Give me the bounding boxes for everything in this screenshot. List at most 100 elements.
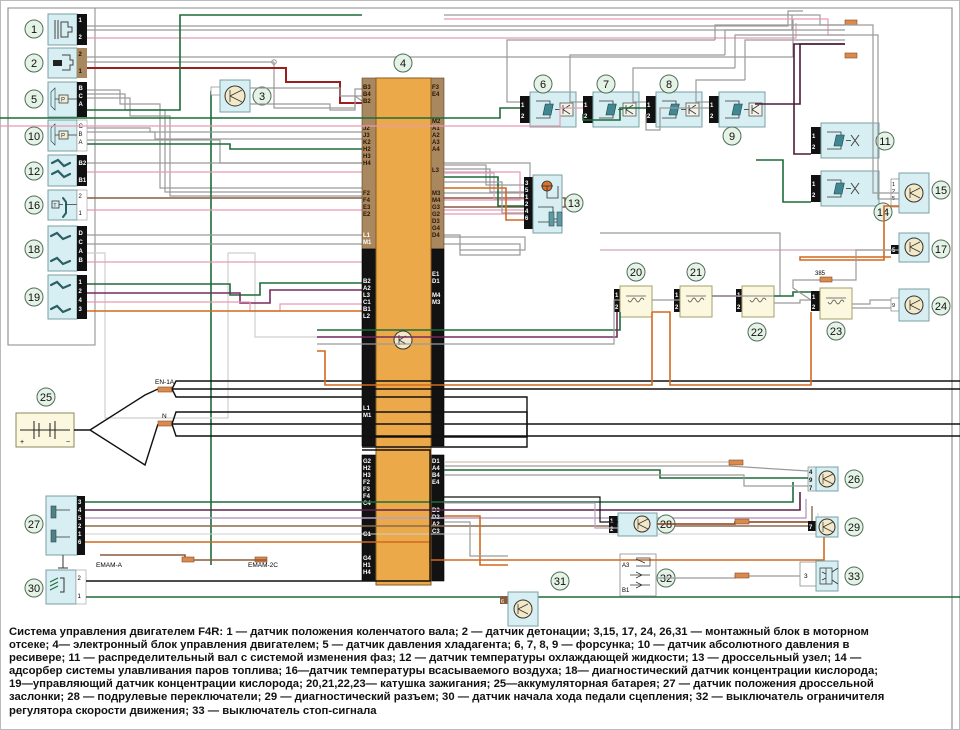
svg-text:EN-1A: EN-1A [155, 379, 175, 386]
svg-text:385: 385 [815, 271, 826, 277]
svg-text:L1: L1 [363, 233, 371, 239]
svg-text:EMAM-2C: EMAM-2C [248, 562, 278, 569]
svg-text:23: 23 [830, 326, 842, 338]
svg-text:F3: F3 [432, 85, 440, 91]
svg-text:12: 12 [28, 166, 40, 178]
svg-text:G1: G1 [363, 532, 372, 538]
svg-text:L3: L3 [432, 168, 440, 174]
svg-text:A: A [79, 249, 84, 255]
svg-text:M3: M3 [432, 191, 441, 197]
svg-text:F4: F4 [363, 198, 371, 204]
svg-text:B1: B1 [622, 588, 630, 594]
svg-text:H4: H4 [363, 570, 371, 576]
svg-text:P: P [61, 134, 65, 140]
svg-text:L2: L2 [363, 314, 371, 320]
svg-text:B2: B2 [79, 161, 87, 167]
svg-text:D1: D1 [432, 279, 440, 285]
svg-text:B2: B2 [363, 99, 371, 105]
svg-text:D3: D3 [432, 219, 440, 225]
svg-text:B4: B4 [363, 92, 371, 98]
svg-text:M1: M1 [363, 240, 372, 246]
svg-text:8: 8 [666, 79, 672, 91]
svg-text:4: 4 [400, 58, 406, 70]
svg-text:A: A [79, 140, 83, 146]
svg-text:ESA-1: ESA-1 [730, 566, 748, 572]
svg-text:28: 28 [660, 519, 672, 531]
svg-text:14: 14 [877, 207, 889, 219]
svg-text:N: N [162, 413, 167, 420]
svg-text:31: 31 [554, 576, 566, 588]
svg-text:D: D [79, 231, 84, 237]
svg-text:2: 2 [31, 58, 37, 70]
svg-text:E4: E4 [432, 480, 440, 486]
svg-text:1: 1 [892, 182, 895, 188]
svg-text:C1: C1 [363, 300, 371, 306]
svg-text:B3: B3 [363, 85, 371, 91]
svg-text:A1: A1 [432, 126, 440, 132]
svg-text:M1: M1 [363, 413, 372, 419]
svg-text:3FB1: 3FB1 [848, 46, 863, 52]
svg-text:H1: H1 [363, 563, 371, 569]
svg-text:M4: M4 [432, 198, 441, 204]
svg-text:A3: A3 [432, 140, 440, 146]
svg-text:P: P [61, 98, 65, 104]
svg-text:G4: G4 [363, 556, 372, 562]
svg-text:24: 24 [935, 301, 947, 313]
svg-text:G3: G3 [432, 205, 441, 211]
svg-text:29: 29 [848, 522, 860, 534]
svg-text:A4: A4 [432, 466, 440, 472]
svg-text:C: C [79, 240, 84, 246]
svg-text:F2: F2 [363, 480, 371, 486]
svg-text:3: 3 [259, 91, 265, 103]
svg-text:18: 18 [28, 244, 40, 256]
svg-text:J3: J3 [363, 133, 370, 139]
svg-text:B1: B1 [363, 307, 371, 313]
svg-text:F2: F2 [363, 191, 371, 197]
svg-text:9: 9 [892, 303, 895, 309]
svg-text:11: 11 [879, 136, 890, 148]
svg-text:B: B [79, 258, 84, 264]
svg-text:K2: K2 [363, 140, 371, 146]
svg-text:A2: A2 [432, 522, 440, 528]
svg-text:2: 2 [892, 189, 895, 195]
svg-text:D3: D3 [432, 508, 440, 514]
svg-text:3FB2: 3FB2 [848, 13, 863, 19]
svg-text:16: 16 [28, 200, 40, 212]
svg-text:A2: A2 [363, 286, 371, 292]
svg-text:H2: H2 [363, 147, 371, 153]
svg-text:D1: D1 [432, 459, 440, 465]
svg-text:15: 15 [935, 185, 947, 197]
svg-text:EMAM-A: EMAM-A [96, 562, 123, 569]
svg-text:B: B [79, 132, 83, 138]
svg-text:17: 17 [935, 244, 947, 256]
svg-text:M4: M4 [432, 293, 441, 299]
svg-text:19: 19 [28, 292, 40, 304]
svg-text:10: 10 [28, 131, 40, 143]
svg-text:21: 21 [690, 267, 702, 279]
svg-text:M3: M3 [432, 300, 441, 306]
svg-text:B: B [79, 86, 84, 92]
svg-text:L1: L1 [363, 406, 371, 412]
svg-text:13: 13 [568, 198, 580, 210]
svg-text:33: 33 [848, 571, 860, 583]
svg-text:3: 3 [804, 573, 808, 580]
svg-text:M2: M2 [432, 119, 441, 125]
svg-text:H3: H3 [363, 473, 371, 479]
svg-text:C: C [79, 94, 84, 100]
svg-text:H3: H3 [363, 154, 371, 160]
svg-text:A: A [79, 102, 84, 108]
svg-text:B1: B1 [79, 178, 87, 184]
svg-text:+: + [20, 439, 24, 446]
svg-text:E4: E4 [432, 92, 440, 98]
svg-text:EHK-1: EHK-1 [730, 512, 748, 518]
svg-text:L3: L3 [363, 293, 371, 299]
svg-text:E1: E1 [432, 272, 440, 278]
svg-text:G2: G2 [363, 459, 372, 465]
svg-text:B4: B4 [432, 473, 440, 479]
svg-text:1: 1 [31, 24, 37, 36]
svg-text:26: 26 [848, 474, 860, 486]
svg-text:E2: E2 [363, 212, 371, 218]
svg-text:J2: J2 [363, 126, 370, 132]
svg-text:9: 9 [729, 131, 735, 143]
svg-text:−: − [66, 439, 70, 446]
